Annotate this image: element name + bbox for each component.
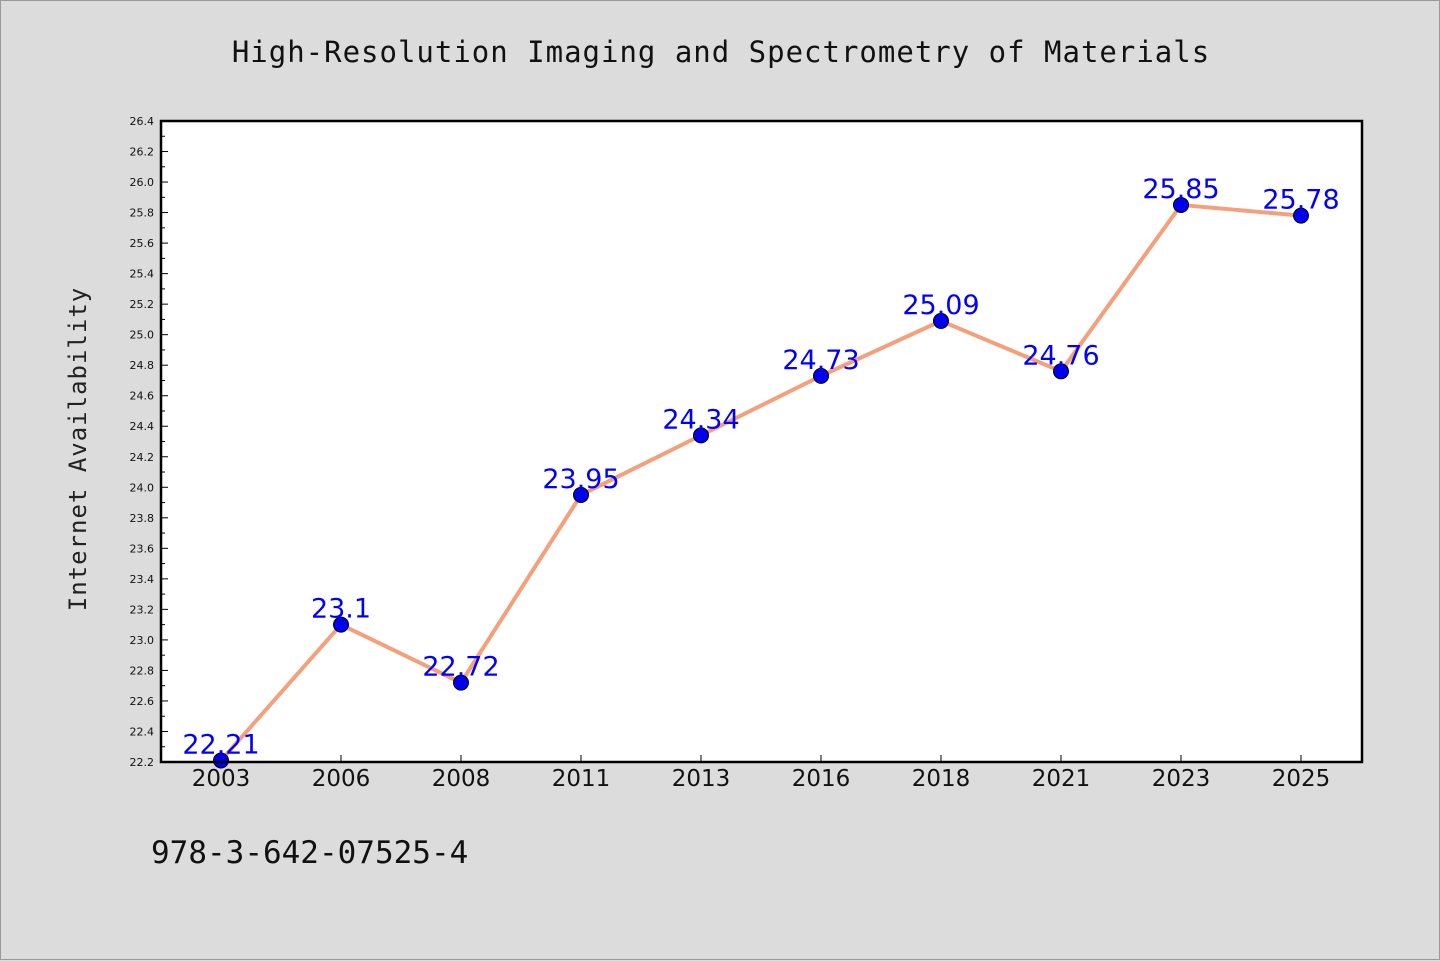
data-point bbox=[933, 312, 949, 329]
series-line-group bbox=[219, 202, 1303, 763]
data-label: 22.72 bbox=[422, 652, 499, 683]
data-point bbox=[333, 616, 349, 633]
data-point bbox=[453, 674, 469, 691]
data-label: 23.1 bbox=[311, 594, 371, 625]
y-tick-label: 26.2 bbox=[130, 146, 155, 159]
y-tick-label: 25.2 bbox=[130, 298, 155, 311]
isbn-text: 978-3-642-07525-4 bbox=[151, 835, 469, 871]
y-tick-label: 23.6 bbox=[130, 542, 155, 555]
data-point bbox=[213, 752, 229, 769]
data-point bbox=[813, 367, 829, 384]
y-tick-label: 22.8 bbox=[130, 664, 155, 677]
y-tick-label: 24.6 bbox=[130, 390, 155, 403]
data-point bbox=[1293, 207, 1309, 224]
data-label: 24.73 bbox=[782, 345, 859, 376]
data-point bbox=[1053, 363, 1069, 380]
data-labels-group: 22.21 23.1 22.72 23.95 24.34 24.73 25.09 24.76 2… bbox=[182, 174, 1339, 761]
y-tick-label: 24.4 bbox=[130, 420, 155, 433]
x-tick-label: 2003 bbox=[192, 766, 251, 792]
y-axis-ticks: 22.2 22.4 22.6 22.8 23.0 23.2 23.4 23.6 23.8 24.0… bbox=[130, 115, 168, 769]
chart-title: High-Resolution Imaging and Spectrometry… bbox=[231, 35, 1211, 69]
x-tick-label: 2008 bbox=[432, 766, 491, 792]
data-label: 22.21 bbox=[182, 729, 259, 760]
data-point bbox=[1173, 196, 1189, 213]
y-tick-label: 23.2 bbox=[130, 603, 155, 616]
y-tick-label: 24.0 bbox=[130, 481, 155, 494]
y-tick-label: 26.0 bbox=[130, 176, 155, 189]
data-label: 25.09 bbox=[902, 290, 979, 321]
data-label: 25.78 bbox=[1262, 185, 1339, 216]
y-tick-label: 22.2 bbox=[130, 756, 155, 769]
x-axis-ticks: 2003 2006 2008 2011 2013 2016 2018 2021 2023 2025 bbox=[192, 755, 1331, 792]
y-tick-label: 23.8 bbox=[130, 512, 155, 525]
data-label: 25.85 bbox=[1142, 174, 1219, 205]
y-tick-label: 25.4 bbox=[130, 268, 155, 281]
x-tick-label: 2013 bbox=[672, 766, 731, 792]
series-points-group bbox=[213, 196, 1309, 769]
data-label: 24.34 bbox=[662, 404, 739, 435]
y-tick-label: 22.6 bbox=[130, 695, 155, 708]
y-tick-label: 23.0 bbox=[130, 634, 155, 647]
x-tick-label: 2018 bbox=[912, 766, 971, 792]
y-tick-label: 24.2 bbox=[130, 451, 155, 464]
x-tick-label: 2006 bbox=[312, 766, 371, 792]
y-tick-label: 26.4 bbox=[130, 115, 155, 128]
y-tick-label: 23.4 bbox=[130, 573, 155, 586]
x-tick-label: 2023 bbox=[1152, 766, 1211, 792]
y-tick-label: 25.8 bbox=[130, 207, 155, 220]
plot-frame bbox=[159, 119, 1364, 764]
y-tick-label: 25.6 bbox=[130, 237, 155, 250]
x-tick-label: 2016 bbox=[792, 766, 851, 792]
series-line bbox=[219, 202, 1303, 763]
y-tick-label: 25.0 bbox=[130, 329, 155, 342]
data-point bbox=[693, 427, 709, 444]
x-tick-label: 2021 bbox=[1032, 766, 1091, 792]
plot-area bbox=[161, 121, 1362, 762]
data-label: 23.95 bbox=[542, 464, 619, 495]
y-tick-label: 24.8 bbox=[130, 359, 155, 372]
data-label: 24.76 bbox=[1022, 340, 1099, 371]
x-tick-label: 2011 bbox=[552, 766, 611, 792]
x-tick-label: 2025 bbox=[1272, 766, 1331, 792]
data-point bbox=[573, 486, 589, 503]
y-tick-label: 22.4 bbox=[130, 725, 155, 738]
